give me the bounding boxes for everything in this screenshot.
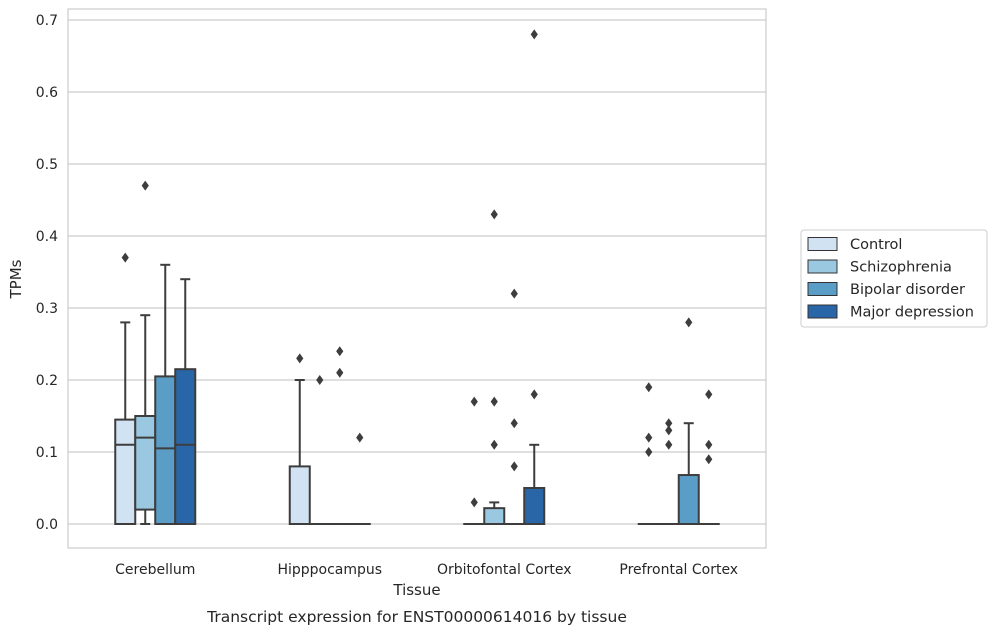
box-plot (523, 29, 546, 525)
outlier-point (665, 439, 673, 450)
legend-swatch (807, 304, 838, 319)
box (134, 415, 157, 511)
y-tick-label: 0.3 (36, 301, 58, 317)
outlier-point (510, 288, 518, 299)
y-tick-label: 0.7 (36, 13, 58, 29)
box-plot (503, 288, 526, 526)
legend-frame (800, 229, 988, 328)
box-plot (483, 209, 506, 526)
outlier-point (510, 461, 518, 472)
box (288, 465, 311, 525)
box-plot (637, 382, 660, 526)
outlier-point (705, 389, 713, 400)
outlier-point (296, 353, 304, 364)
box (677, 474, 700, 526)
outlier-point (316, 375, 324, 385)
x-tick-label: Prefrontal Cortex (619, 562, 738, 578)
x-tick-label: Hipppocampus (277, 562, 382, 578)
box-plot (348, 432, 371, 526)
box-plot (114, 252, 137, 526)
outlier-point (530, 389, 538, 400)
outlier-point (530, 29, 538, 40)
legend-label: Bipolar disorder (850, 282, 965, 298)
outlier-point (685, 317, 693, 328)
x-tick-label: Cerebellum (115, 562, 195, 578)
box-plot (328, 346, 351, 526)
box (154, 375, 177, 525)
outlier-point (121, 252, 129, 263)
y-tick-label: 0.1 (36, 445, 58, 461)
outlier-point (490, 439, 498, 450)
outlier-point (490, 396, 498, 407)
box-plot (697, 389, 720, 526)
box-plot (463, 396, 486, 526)
outlier-point (510, 418, 518, 429)
y-tick-label: 0.4 (36, 229, 58, 245)
legend: Control Schizophrenia Bipolar disorder Majo… (800, 229, 988, 328)
outlier-point (470, 396, 478, 407)
outlier-point (336, 346, 344, 357)
legend-label: Major depression (850, 305, 974, 321)
x-tick-label: Orbitofontal Cortex (437, 562, 572, 578)
y-tick-label: 0.5 (36, 157, 58, 173)
box (483, 507, 506, 526)
outlier-point (470, 497, 478, 508)
box (114, 418, 137, 526)
chart-title: Transcript expression for ENST0000061401… (206, 608, 627, 626)
box (174, 368, 197, 526)
box-plot (174, 278, 197, 526)
outlier-point (645, 382, 653, 393)
box-groups (114, 29, 720, 526)
box (523, 487, 546, 525)
outlier-point (665, 418, 673, 429)
outlier-point (645, 447, 653, 457)
y-axis-label: TPMs (7, 259, 25, 299)
box-plot (677, 317, 700, 526)
outlier-point (665, 425, 673, 436)
outlier-point (356, 432, 364, 443)
legend-swatch (807, 259, 838, 274)
x-axis-label: Tissue (392, 581, 440, 599)
x-tick-labels: Cerebellum Hipppocampus Orbitofontal Corte… (115, 562, 738, 578)
box-plot (288, 353, 311, 525)
y-tick-label: 0.6 (36, 85, 58, 101)
outlier-point (705, 454, 713, 465)
y-tick-label: 0.0 (36, 517, 58, 533)
outlier-point (645, 432, 653, 443)
box-plot (308, 375, 331, 526)
y-tick-labels: 0.0 0.1 0.2 0.3 0.4 0.5 0.6 0.7 (36, 13, 58, 533)
legend-swatch (807, 282, 838, 296)
legend-label: Schizophrenia (850, 260, 952, 276)
outlier-point (490, 209, 498, 220)
outlier-point (705, 439, 713, 450)
outlier-point (336, 367, 344, 378)
plot-frame (67, 8, 767, 549)
legend-label: Control (850, 237, 902, 253)
outlier-point (141, 180, 149, 191)
legend-swatch (807, 237, 838, 251)
y-tick-label: 0.2 (36, 373, 58, 389)
